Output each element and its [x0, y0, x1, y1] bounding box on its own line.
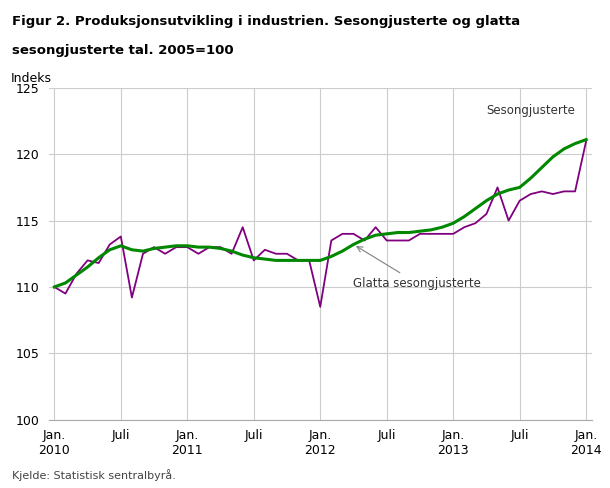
Text: Indeks: Indeks	[11, 72, 52, 84]
Text: Kjelde: Statistisk sentralbyrå.: Kjelde: Statistisk sentralbyrå.	[12, 469, 176, 481]
Text: Glatta sesongjusterte: Glatta sesongjusterte	[353, 246, 481, 290]
Text: Figur 2. Produksjonsutvikling i industrien. Sesongjusterte og glatta: Figur 2. Produksjonsutvikling i industri…	[12, 15, 520, 28]
Text: Sesongjusterte: Sesongjusterte	[486, 104, 575, 118]
Text: sesongjusterte tal. 2005=100: sesongjusterte tal. 2005=100	[12, 44, 234, 57]
